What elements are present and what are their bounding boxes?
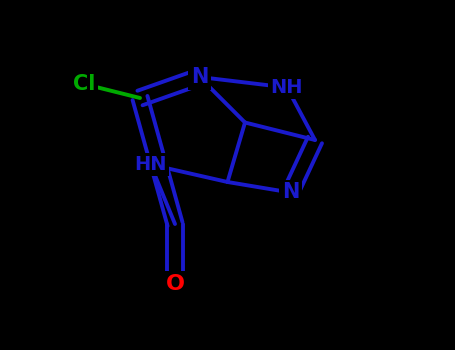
Text: NH: NH — [271, 78, 303, 97]
Text: O: O — [166, 273, 184, 294]
Text: N: N — [191, 67, 208, 87]
Text: N: N — [282, 182, 299, 203]
Text: HN: HN — [134, 155, 167, 174]
Text: Cl: Cl — [73, 74, 95, 94]
